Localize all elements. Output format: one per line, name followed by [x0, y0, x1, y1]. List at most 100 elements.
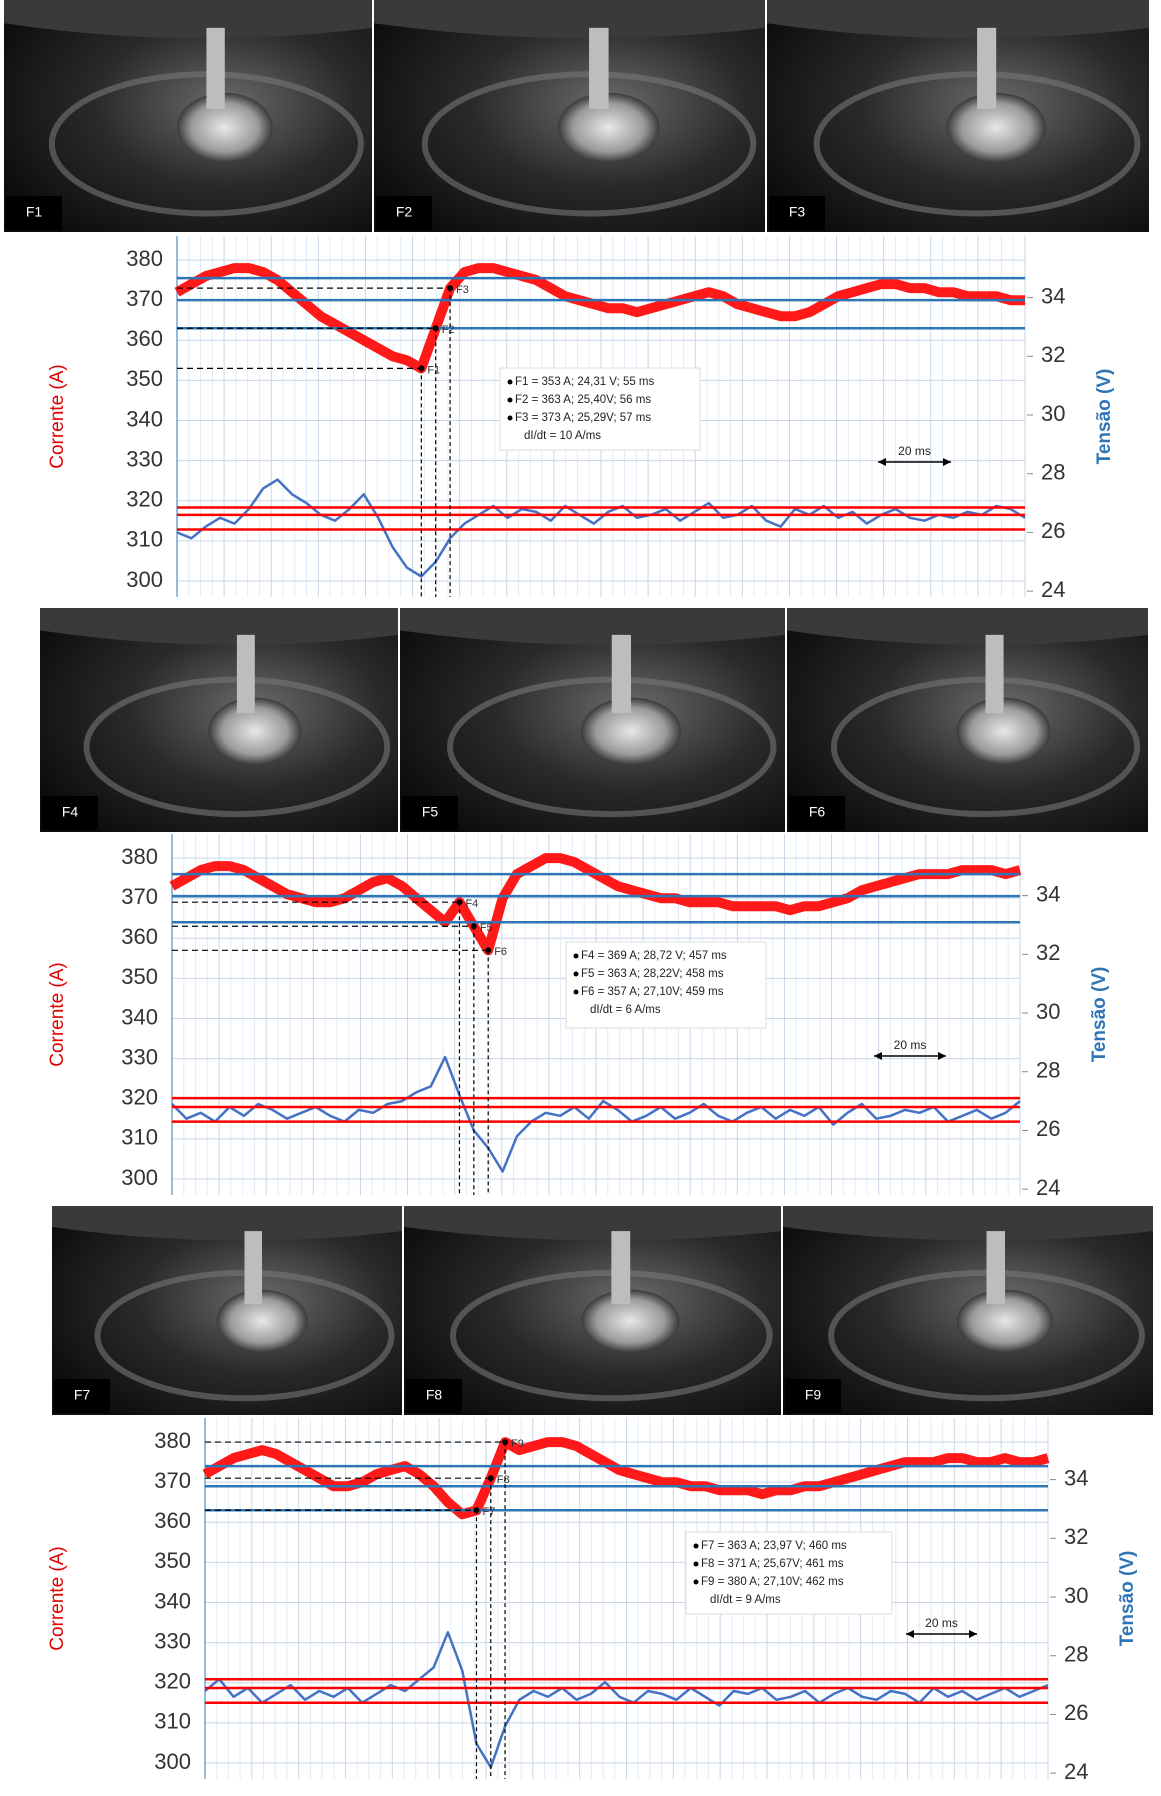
photo-label-box [42, 796, 98, 830]
photo-pool [208, 697, 302, 765]
marker-label: F7 [482, 1506, 495, 1518]
y-tick-label: 320 [121, 1085, 158, 1110]
y2-tick-label: 24 [1041, 577, 1065, 602]
current-line [174, 263, 1025, 374]
annotation-line: F2 = 363 A; 25,40V; 56 ms [515, 394, 651, 406]
marker-label: F1 [427, 364, 440, 376]
y-tick-label: 310 [126, 527, 163, 552]
weld-photo: F1 [4, 0, 372, 232]
y-tick-label: 320 [126, 487, 163, 512]
marker-label: F2 [442, 324, 455, 336]
weld-photo: F9 [783, 1206, 1153, 1415]
scale-arrow-head [906, 1630, 977, 1638]
photo-nozzle [767, 0, 1149, 39]
y-tick-label: 350 [121, 964, 158, 989]
scale-arrow-head [878, 458, 951, 466]
marker-point [485, 947, 492, 954]
marker-point [470, 923, 477, 930]
y-tick-label: 350 [126, 366, 163, 391]
y2-tick-label: 30 [1036, 999, 1060, 1024]
marker-label: F5 [480, 922, 493, 934]
photo-label: F2 [396, 204, 413, 220]
annotation-bullet [507, 397, 513, 403]
marker-point [487, 1475, 494, 1482]
weld-photo: F6 [787, 608, 1148, 832]
y-tick-label: 380 [154, 1428, 191, 1453]
annotation-bullet [693, 1579, 699, 1585]
photo-label: F7 [74, 1387, 91, 1403]
photo-electrode [977, 27, 997, 110]
marker-label: F8 [497, 1474, 510, 1486]
photo-electrode [985, 634, 1004, 714]
annotation-line: F7 = 363 A; 23,97 V; 460 ms [701, 1540, 847, 1552]
scale-label: 20 ms [898, 444, 931, 458]
photo-label: F9 [805, 1387, 822, 1403]
photo-label: F1 [26, 204, 43, 220]
photo-label-box [769, 196, 825, 230]
weld-photo: F3 [767, 0, 1149, 232]
y-axis-title: Corrente (A) [47, 962, 68, 1067]
annotation-bullet [507, 415, 513, 421]
annotation-bullet [693, 1543, 699, 1549]
photo-label-box [402, 796, 458, 830]
y-axis-title: Corrente (A) [47, 1546, 68, 1651]
y2-tick-label: 34 [1064, 1465, 1088, 1490]
weld-photo: F5 [400, 608, 785, 832]
photo-nozzle [52, 1206, 402, 1241]
y2-tick-label: 26 [1041, 518, 1065, 543]
y-tick-label: 340 [154, 1588, 191, 1613]
weld-photo: F7 [52, 1206, 402, 1415]
photo-label-box [789, 796, 845, 830]
photo-label-box [54, 1379, 110, 1413]
photo-nozzle [40, 608, 398, 646]
annotation-line: dI/dt = 9 A/ms [710, 1594, 781, 1606]
y-tick-label: 380 [126, 246, 163, 271]
photo-pool [176, 92, 273, 163]
weld-photo: F2 [374, 0, 765, 232]
marker-point [418, 365, 425, 372]
y2-tick-label: 24 [1036, 1175, 1060, 1200]
annotation-bullet [507, 379, 513, 385]
photo-pool [946, 92, 1046, 163]
y-tick-label: 330 [126, 446, 163, 471]
photo-electrode [206, 27, 225, 110]
y2-tick-label: 32 [1064, 1524, 1088, 1549]
photo-electrode [244, 1231, 262, 1305]
weld-photo: F4 [40, 608, 398, 832]
y2-axis-title: Tensão (V) [1117, 1551, 1138, 1647]
annotation-box [499, 367, 701, 451]
y-tick-label: 350 [154, 1548, 191, 1573]
y-tick-label: 340 [121, 1004, 158, 1029]
y2-tick-label: 26 [1064, 1700, 1088, 1725]
annotation-line: F5 = 363 A; 28,22V; 458 ms [581, 968, 724, 980]
y2-axis-title: Tensão (V) [1094, 369, 1115, 465]
photo-pool [216, 1289, 308, 1353]
scale-label: 20 ms [894, 1038, 927, 1052]
y-tick-label: 310 [121, 1125, 158, 1150]
photo-pool [580, 697, 682, 765]
marker-point [473, 1507, 480, 1514]
voltage-line [204, 1631, 1049, 1769]
scale-label: 20 ms [925, 1616, 958, 1630]
photo-label-box [785, 1379, 841, 1413]
y-tick-label: 360 [121, 924, 158, 949]
photo-nozzle [783, 1206, 1153, 1241]
annotation-bullet [693, 1561, 699, 1567]
y2-tick-label: 30 [1041, 401, 1065, 426]
photo-nozzle [404, 1206, 781, 1241]
photo-nozzle [787, 608, 1148, 646]
annotation-line: F1 = 353 A; 24,31 V; 55 ms [515, 376, 655, 388]
photo-label-box [6, 196, 62, 230]
y-tick-label: 360 [126, 326, 163, 351]
annotation-line: F6 = 357 A; 27,10V; 459 ms [581, 986, 724, 998]
y2-tick-label: 28 [1064, 1642, 1088, 1667]
photo-label: F5 [422, 804, 439, 820]
photo-electrode [236, 634, 255, 714]
y-tick-label: 370 [121, 884, 158, 909]
photo-pool [956, 697, 1051, 765]
marker-point [502, 1439, 509, 1446]
photo-label: F6 [809, 804, 826, 820]
marker-label: F4 [465, 898, 478, 910]
annotation-line: dI/dt = 6 A/ms [590, 1004, 661, 1016]
